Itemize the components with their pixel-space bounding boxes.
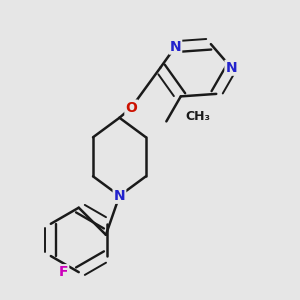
Text: N: N: [169, 40, 181, 54]
Text: CH₃: CH₃: [185, 110, 210, 123]
Text: F: F: [59, 265, 68, 279]
Text: N: N: [114, 189, 125, 203]
Text: N: N: [226, 61, 237, 75]
Text: O: O: [125, 100, 137, 115]
